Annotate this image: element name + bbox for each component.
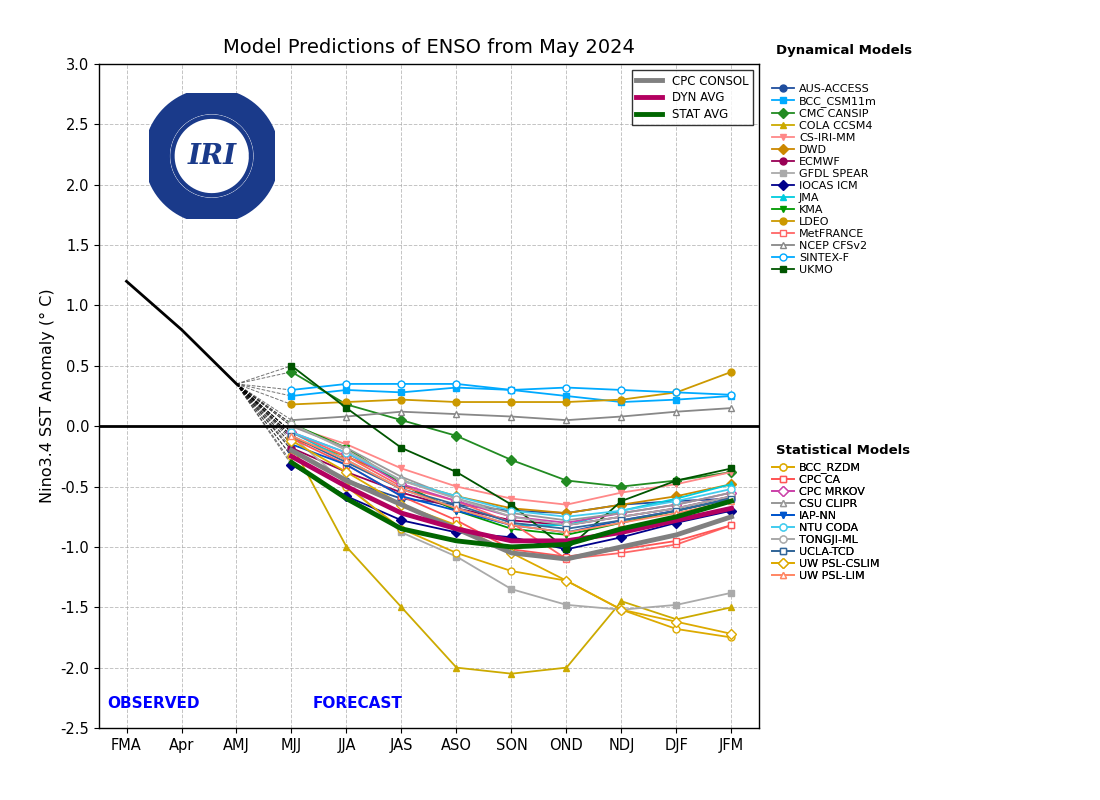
- Text: FORECAST: FORECAST: [312, 696, 403, 711]
- Text: Statistical Models: Statistical Models: [776, 444, 910, 457]
- Y-axis label: Nino3.4 SST Anomaly (° C): Nino3.4 SST Anomaly (° C): [40, 289, 55, 503]
- Circle shape: [154, 98, 270, 214]
- Circle shape: [170, 115, 253, 197]
- Title: Model Predictions of ENSO from May 2024: Model Predictions of ENSO from May 2024: [223, 38, 635, 57]
- Text: IRI: IRI: [187, 142, 236, 170]
- Text: OBSERVED: OBSERVED: [108, 696, 200, 711]
- Text: Dynamical Models: Dynamical Models: [776, 44, 912, 57]
- Legend: BCC_RZDM, CPC CA, CPC MRKOV, CSU CLIPR, IAP-NN, NTU CODA, TONGJI-ML, UCLA-TCD, U: BCC_RZDM, CPC CA, CPC MRKOV, CSU CLIPR, …: [771, 462, 880, 582]
